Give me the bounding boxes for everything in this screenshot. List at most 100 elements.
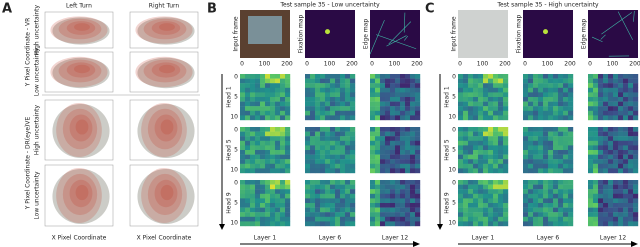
heatmap-cell bbox=[563, 87, 569, 93]
heatmap-cell bbox=[275, 92, 281, 98]
heatmap-cell bbox=[335, 87, 341, 93]
heatmap-cell bbox=[473, 168, 479, 174]
heatmap-cell bbox=[623, 136, 629, 141]
heatmap-cell bbox=[330, 87, 336, 93]
heatmap-cell bbox=[245, 150, 251, 155]
heatmap-cell bbox=[250, 212, 256, 217]
heatmap-cell bbox=[325, 184, 331, 190]
heatmap-cell bbox=[395, 87, 401, 93]
heatmap-cell bbox=[320, 207, 326, 213]
heatmap-cell bbox=[325, 212, 331, 217]
heatmap-cell bbox=[305, 74, 311, 79]
head-label: Head 1 bbox=[226, 86, 233, 108]
heatmap-cell bbox=[410, 163, 416, 169]
heatmap-cell bbox=[628, 203, 634, 208]
heatmap-cell bbox=[385, 83, 391, 88]
heatmap-cell bbox=[245, 110, 251, 116]
heatmap-cell bbox=[533, 140, 539, 146]
heatmap-cell bbox=[558, 184, 564, 190]
heatmap-cell bbox=[633, 212, 639, 217]
heatmap-cell bbox=[548, 216, 554, 222]
heatmap-cell bbox=[598, 83, 604, 88]
heatmap-cell bbox=[370, 136, 376, 141]
heatmap-cell bbox=[628, 106, 634, 111]
heatmap-cell bbox=[463, 189, 469, 194]
heatmap-cell bbox=[523, 131, 529, 137]
heatmap-cell bbox=[623, 110, 629, 116]
heatmap-cell bbox=[315, 159, 321, 164]
heatmap-cell bbox=[528, 212, 534, 217]
heatmap-cell bbox=[400, 127, 406, 132]
heatmap-cell bbox=[588, 74, 594, 79]
heatmap-cell bbox=[375, 131, 381, 137]
heatmap-cell bbox=[400, 131, 406, 137]
y-tick-label: 0 bbox=[234, 74, 238, 81]
heatmap-cell bbox=[603, 92, 609, 98]
heatmap-cell bbox=[483, 106, 489, 111]
heatmap-cell bbox=[285, 127, 291, 132]
heatmap-cell bbox=[503, 83, 509, 88]
heatmap-cell bbox=[270, 207, 276, 213]
heatmap-cell bbox=[563, 140, 569, 146]
heatmap-cell bbox=[350, 159, 356, 164]
edge bbox=[600, 34, 606, 40]
heatmap-cell bbox=[345, 87, 351, 93]
heatmap-cell bbox=[385, 140, 391, 146]
heatmap-cell bbox=[483, 78, 489, 84]
heatmap-cell bbox=[463, 127, 469, 132]
heatmap-cell bbox=[310, 189, 316, 194]
heatmap-cell bbox=[370, 193, 376, 199]
heatmap-cell bbox=[593, 110, 599, 116]
heatmap-cell bbox=[483, 154, 489, 160]
heatmap-cell bbox=[410, 193, 416, 199]
heatmap-cell bbox=[458, 159, 464, 164]
heatmap-cell bbox=[603, 159, 609, 164]
heatmap-cell bbox=[463, 136, 469, 141]
heatmap-cell bbox=[628, 131, 634, 137]
heatmap-cell bbox=[568, 83, 574, 88]
heatmap-cell bbox=[633, 87, 639, 93]
heatmap-cell bbox=[370, 221, 376, 227]
heatmap-cell bbox=[310, 140, 316, 146]
heatmap-cell bbox=[325, 203, 331, 208]
heatmap-cell bbox=[613, 101, 619, 107]
heatmap-cell bbox=[548, 74, 554, 79]
heatmap-cell bbox=[340, 163, 346, 169]
heatmap-cell bbox=[503, 168, 509, 174]
heatmap-cell bbox=[468, 74, 474, 79]
heatmap-cell bbox=[335, 168, 341, 174]
heatmap-cell bbox=[613, 145, 619, 151]
heatmap-cell bbox=[558, 168, 564, 174]
heatmap-cell bbox=[523, 212, 529, 217]
heatmap-cell bbox=[375, 150, 381, 155]
heatmap-cell bbox=[380, 78, 386, 84]
heatmap-cell bbox=[498, 101, 504, 107]
heatmap-cell bbox=[405, 74, 411, 79]
heatmap-cell bbox=[463, 221, 469, 227]
heatmap-cell bbox=[315, 87, 321, 93]
heatmap-cell bbox=[543, 189, 549, 194]
heatmap-cell bbox=[553, 83, 559, 88]
heatmap-cell bbox=[350, 207, 356, 213]
density-outline bbox=[52, 57, 110, 89]
heatmap-cell bbox=[538, 207, 544, 213]
heatmap-cell bbox=[315, 216, 321, 222]
heatmap-cell bbox=[375, 159, 381, 164]
image-tile bbox=[588, 10, 638, 58]
heatmap-cell bbox=[400, 212, 406, 217]
heatmap-cell bbox=[410, 101, 416, 107]
heatmap-cell bbox=[240, 163, 246, 169]
heatmap-cell bbox=[275, 216, 281, 222]
heatmap-cell bbox=[593, 87, 599, 93]
heatmap-cell bbox=[608, 184, 614, 190]
heatmap-cell bbox=[543, 74, 549, 79]
row-label: High uncertainty bbox=[34, 4, 41, 55]
edge bbox=[369, 19, 385, 55]
heatmap-cell bbox=[285, 212, 291, 217]
heatmap-cell bbox=[415, 198, 421, 204]
heatmap-cell bbox=[483, 184, 489, 190]
heatmap-cell bbox=[473, 221, 479, 227]
heatmap-cell bbox=[345, 97, 351, 102]
density-blob bbox=[75, 119, 89, 135]
heatmap-cell bbox=[473, 163, 479, 169]
